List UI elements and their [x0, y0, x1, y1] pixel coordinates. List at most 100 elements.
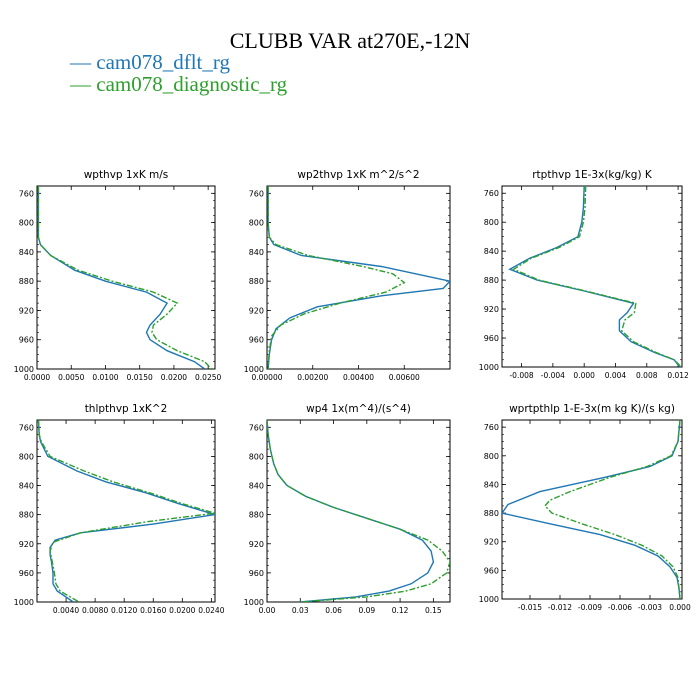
series-line-dflt	[267, 420, 435, 602]
y-tick-label: 760	[249, 423, 264, 432]
x-tick-label: 0.008	[636, 371, 658, 380]
x-tick-label: 0.0000	[24, 373, 50, 382]
y-tick-label: 960	[484, 566, 499, 575]
chart-panel-3: thlpthvp 1xK^2 760 800 840 880 920 960 1000 0.00…	[14, 403, 225, 615]
y-tick-label: 760	[484, 189, 499, 198]
x-tick-label: 0.0040	[53, 606, 79, 615]
y-tick-label: 800	[249, 219, 264, 228]
series-line-diagnostic	[37, 420, 215, 602]
y-tick-label: 800	[484, 218, 499, 227]
y-tick-label: 920	[249, 306, 264, 315]
chart-panel-0: wpthvp 1xK m/s76080084088092096010000.00…	[14, 169, 222, 382]
y-tick-label: 1000	[479, 595, 499, 604]
y-tick-label: 880	[249, 277, 264, 286]
y-tick-label: 960	[484, 334, 499, 343]
y-tick-label: 840	[249, 248, 264, 257]
y-tick-label: 960	[249, 336, 264, 345]
chart-panel-4: wp4 1x(m^4)/(s^4)76080084088092096010000…	[244, 403, 451, 615]
x-tick-label: 0.004	[605, 371, 627, 380]
series-line-dflt	[37, 186, 206, 369]
chart-title: wprtpthlp 1-E-3x(m kg K)/(s kg)	[509, 403, 675, 415]
y-tick-label: 960	[19, 569, 34, 578]
plot-frame	[36, 419, 216, 603]
x-tick-label: 0.09	[358, 606, 375, 615]
y-tick-label: 880	[19, 511, 34, 520]
x-tick-label: 0.0120	[111, 606, 137, 615]
y-tick-label: 920	[484, 305, 499, 314]
y-tick-label: 840	[19, 248, 34, 257]
x-tick-label: 0.00600	[389, 373, 420, 382]
y-tick-label: 960	[249, 569, 264, 578]
series-line-diagnostic	[267, 186, 406, 369]
plot-frame	[501, 185, 683, 368]
x-tick-label: 0.0150	[127, 373, 153, 382]
y-tick-label: 840	[249, 482, 264, 491]
x-tick-label: 0.00	[259, 606, 276, 615]
y-tick-label: 760	[19, 423, 34, 432]
series-line-dflt	[508, 186, 681, 367]
y-tick-label: 1000	[479, 363, 499, 372]
series-line-diagnostic	[37, 186, 213, 369]
figure-title: CLUBB VAR at270E,-12N	[229, 28, 471, 53]
y-tick-label: 1000	[14, 365, 34, 374]
legend-entry-diagnostic: — cam078_diagnostic_rg	[70, 72, 288, 96]
x-tick-label: 0.000	[573, 371, 595, 380]
x-tick-label: 0.0200	[161, 373, 187, 382]
x-tick-label: 0.12	[392, 606, 409, 615]
chart-title: thlpthvp 1xK^2	[85, 403, 168, 415]
x-tick-label: -0.006	[608, 603, 632, 612]
chart-title: wp4 1x(m^4)/(s^4)	[306, 403, 411, 415]
series-line-dflt	[37, 420, 215, 602]
y-tick-label: 840	[484, 247, 499, 256]
plot-frame	[266, 419, 451, 603]
series-line-dflt	[267, 186, 450, 369]
x-tick-label: 0.00200	[297, 373, 328, 382]
x-tick-label: -0.004	[541, 371, 565, 380]
y-tick-label: 800	[19, 452, 34, 461]
x-tick-label: -0.009	[578, 603, 602, 612]
chart-title: wpthvp 1xK m/s	[84, 169, 169, 181]
y-tick-label: 1000	[244, 365, 264, 374]
legend-entry-dflt: — cam078_dflt_rg	[70, 50, 231, 74]
x-tick-label: 0.0160	[140, 606, 166, 615]
y-tick-label: 920	[484, 538, 499, 547]
plot-frame	[266, 185, 451, 370]
y-tick-label: 760	[484, 423, 499, 432]
x-tick-label: -0.015	[518, 603, 542, 612]
y-tick-label: 800	[484, 452, 499, 461]
x-tick-label: -0.012	[548, 603, 572, 612]
chart-panel-5: wprtpthlp 1-E-3x(m kg K)/(s kg) 760 800 840…	[479, 403, 691, 612]
x-tick-label: 0.0100	[92, 373, 118, 382]
y-tick-label: 920	[19, 306, 34, 315]
y-tick-label: 760	[19, 189, 34, 198]
y-tick-label: 880	[249, 511, 264, 520]
x-tick-label: -0.008	[509, 371, 533, 380]
y-tick-label: 960	[19, 336, 34, 345]
y-tick-label: 1000	[14, 598, 34, 607]
chart-title: wp2thvp 1xK m^2/s^2	[297, 169, 419, 181]
series-line-diagnostic	[267, 420, 450, 602]
x-tick-label: 0.0050	[58, 373, 84, 382]
x-tick-label: 0.000	[669, 603, 691, 612]
y-tick-label: 920	[19, 540, 34, 549]
x-tick-label: 0.0200	[169, 606, 195, 615]
chart-panel-1: wp2thvp 1xK m^2/s^2 760 800 840 880 920 960 100…	[244, 169, 451, 382]
y-tick-label: 880	[19, 277, 34, 286]
x-tick-label: 0.0250	[195, 373, 221, 382]
y-tick-label: 800	[249, 452, 264, 461]
series-line-diagnostic	[544, 420, 681, 599]
x-tick-label: 0.06	[325, 606, 342, 615]
y-tick-label: 760	[249, 189, 264, 198]
chart-panel-2: rtpthvp 1E-3x(kg/kg) K 760 800 840 880 920 960…	[479, 169, 689, 380]
x-tick-label: 0.00000	[251, 373, 282, 382]
y-tick-label: 880	[484, 276, 499, 285]
chart-title: rtpthvp 1E-3x(kg/kg) K	[532, 169, 653, 181]
x-tick-label: 0.0240	[198, 606, 224, 615]
x-tick-label: 0.03	[292, 606, 309, 615]
y-tick-label: 920	[249, 540, 264, 549]
y-tick-label: 840	[19, 482, 34, 491]
plot-frame	[501, 419, 683, 600]
x-tick-label: 0.15	[425, 606, 442, 615]
y-tick-label: 1000	[244, 598, 264, 607]
